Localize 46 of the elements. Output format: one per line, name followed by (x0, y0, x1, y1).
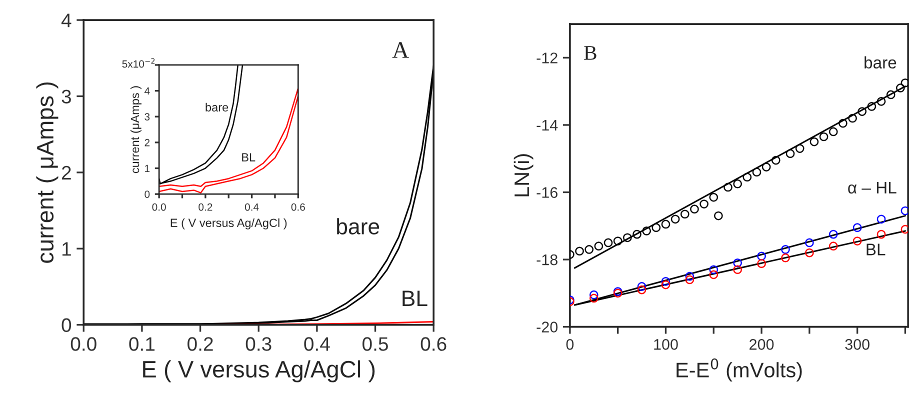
x-tick-label: 0.2 (188, 337, 213, 351)
x-tick-label: 300 (845, 339, 870, 350)
y-tick-label: 1 (62, 242, 71, 256)
x-tick-label: 0.1 (129, 337, 155, 351)
annotation: bare (206, 102, 228, 112)
y-tick-label: 4 (144, 87, 150, 95)
annotation: BL (242, 153, 256, 162)
y-tick-label: 3 (62, 90, 71, 104)
y-tick-label: -14 (536, 120, 558, 131)
x-tick-label: 0.0 (70, 337, 96, 351)
y-tick-label: -18 (536, 254, 558, 266)
x-tick-label: 0.3 (246, 337, 272, 351)
x-tick-label: 0.2 (198, 203, 212, 211)
y-tick-label: 3 (144, 113, 150, 120)
y-tick-label: -12 (536, 52, 558, 64)
y-axis-title: LN(i) (514, 154, 534, 196)
y-tick-label: 2 (62, 166, 71, 180)
annotation: bare (337, 218, 380, 234)
x-tick-label: 0.5 (362, 337, 388, 351)
x-tick-label: 0.6 (420, 337, 446, 351)
y-tick-label: -16 (536, 187, 558, 198)
annotation: bare (864, 56, 896, 69)
annotation: α – HL (848, 182, 896, 194)
x-tick-label: 200 (750, 339, 774, 350)
y-tick-label: -20 (536, 322, 558, 332)
annotation: 5x10$^{−2}$ (122, 58, 155, 68)
x-axis-title: E-E$^{0}$ (mVolts) (676, 358, 802, 382)
y-axis-title: current ( μAmps ) (36, 82, 58, 263)
y-tick-label: 0 (62, 318, 72, 332)
annotation: BL (866, 244, 886, 256)
x-tick-label: 0.4 (304, 337, 330, 351)
x-tick-label: 0.0 (152, 203, 166, 211)
y-tick-label: 0 (144, 190, 150, 198)
x-tick-label: 0.4 (244, 203, 259, 211)
annotation: B (584, 46, 596, 60)
x-tick-label: 0 (566, 339, 574, 350)
annotation: A (392, 42, 409, 58)
y-tick-label: 2 (144, 138, 150, 146)
y-axis-title: current (μAmps ) (130, 86, 142, 174)
x-axis-title: E ( V versus Ag/AgCl ) (143, 360, 375, 382)
x-tick-label: 100 (654, 339, 678, 350)
x-tick-label: 0.6 (291, 203, 305, 211)
y-tick-label: 1 (145, 164, 150, 172)
x-axis-title: E ( V versus Ag/AgCl ) (170, 218, 287, 230)
y-tick-label: 4 (61, 14, 72, 28)
annotation: BL (402, 290, 428, 306)
